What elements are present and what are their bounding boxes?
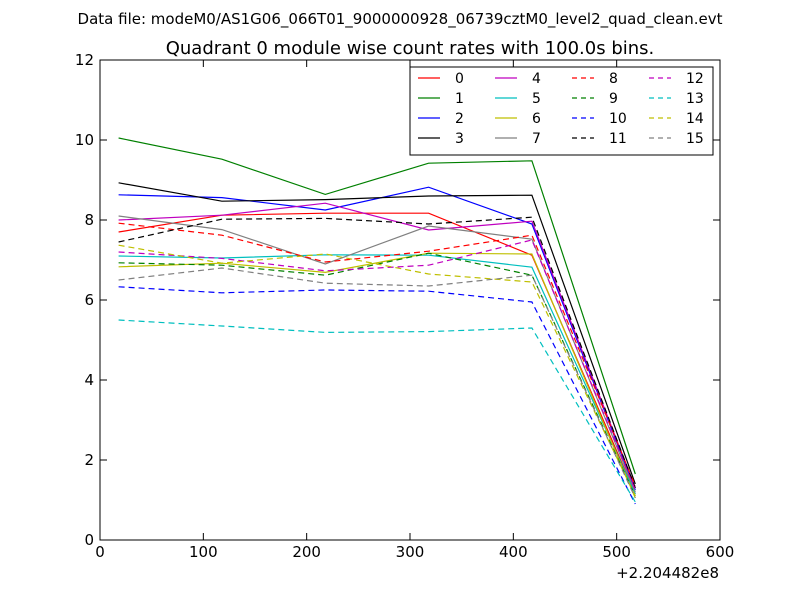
legend-label-7: 7: [532, 131, 541, 147]
legend-label-4: 4: [532, 71, 541, 87]
legend-label-1: 1: [455, 91, 464, 107]
legend-label-5: 5: [532, 91, 541, 107]
series-line-8: [118, 222, 636, 487]
series-line-10: [118, 286, 636, 505]
legend-label-10: 10: [609, 111, 627, 127]
series-line-3: [118, 182, 636, 485]
x-tick-label: 500: [602, 543, 631, 561]
y-tick-label: 4: [84, 371, 94, 389]
legend-label-14: 14: [686, 111, 704, 127]
x-tick-label: 100: [189, 543, 218, 561]
series-line-5: [118, 254, 636, 495]
x-tick-label: 400: [499, 543, 528, 561]
legend-label-9: 9: [609, 91, 618, 107]
series-line-15: [118, 267, 636, 499]
x-tick-label: 200: [292, 543, 321, 561]
x-offset-label: +2.204482e8: [616, 564, 719, 582]
x-tick-label: 600: [706, 543, 735, 561]
series-line-6: [118, 252, 636, 499]
legend-label-11: 11: [609, 131, 627, 147]
legend-label-0: 0: [455, 71, 464, 87]
chart-suptitle: Data file: modeM0/AS1G06_066T01_90000009…: [78, 10, 723, 29]
legend-label-8: 8: [609, 71, 618, 87]
y-tick-label: 12: [75, 51, 94, 69]
legend-label-15: 15: [686, 131, 704, 147]
chart-title: Quadrant 0 module wise count rates with …: [166, 38, 655, 59]
series-line-4: [118, 202, 636, 489]
series-line-11: [118, 216, 636, 489]
legend-label-3: 3: [455, 131, 464, 147]
legend-label-2: 2: [455, 111, 464, 127]
y-tick-label: 10: [75, 131, 94, 149]
y-tick-label: 8: [84, 211, 94, 229]
x-tick-label: 300: [396, 543, 425, 561]
series-line-2: [118, 186, 636, 491]
legend-label-12: 12: [686, 71, 704, 87]
series-line-1: [118, 137, 636, 475]
series-line-14: [118, 244, 636, 497]
series-line-12: [118, 239, 636, 491]
y-tick-label: 6: [84, 291, 94, 309]
legend-box: [409, 66, 714, 156]
y-tick-label: 0: [84, 531, 94, 549]
legend-label-13: 13: [686, 91, 704, 107]
legend-label-6: 6: [532, 111, 541, 127]
y-tick-label: 2: [84, 451, 94, 469]
x-tick-label: 0: [95, 543, 105, 561]
series-lines: [118, 137, 636, 505]
